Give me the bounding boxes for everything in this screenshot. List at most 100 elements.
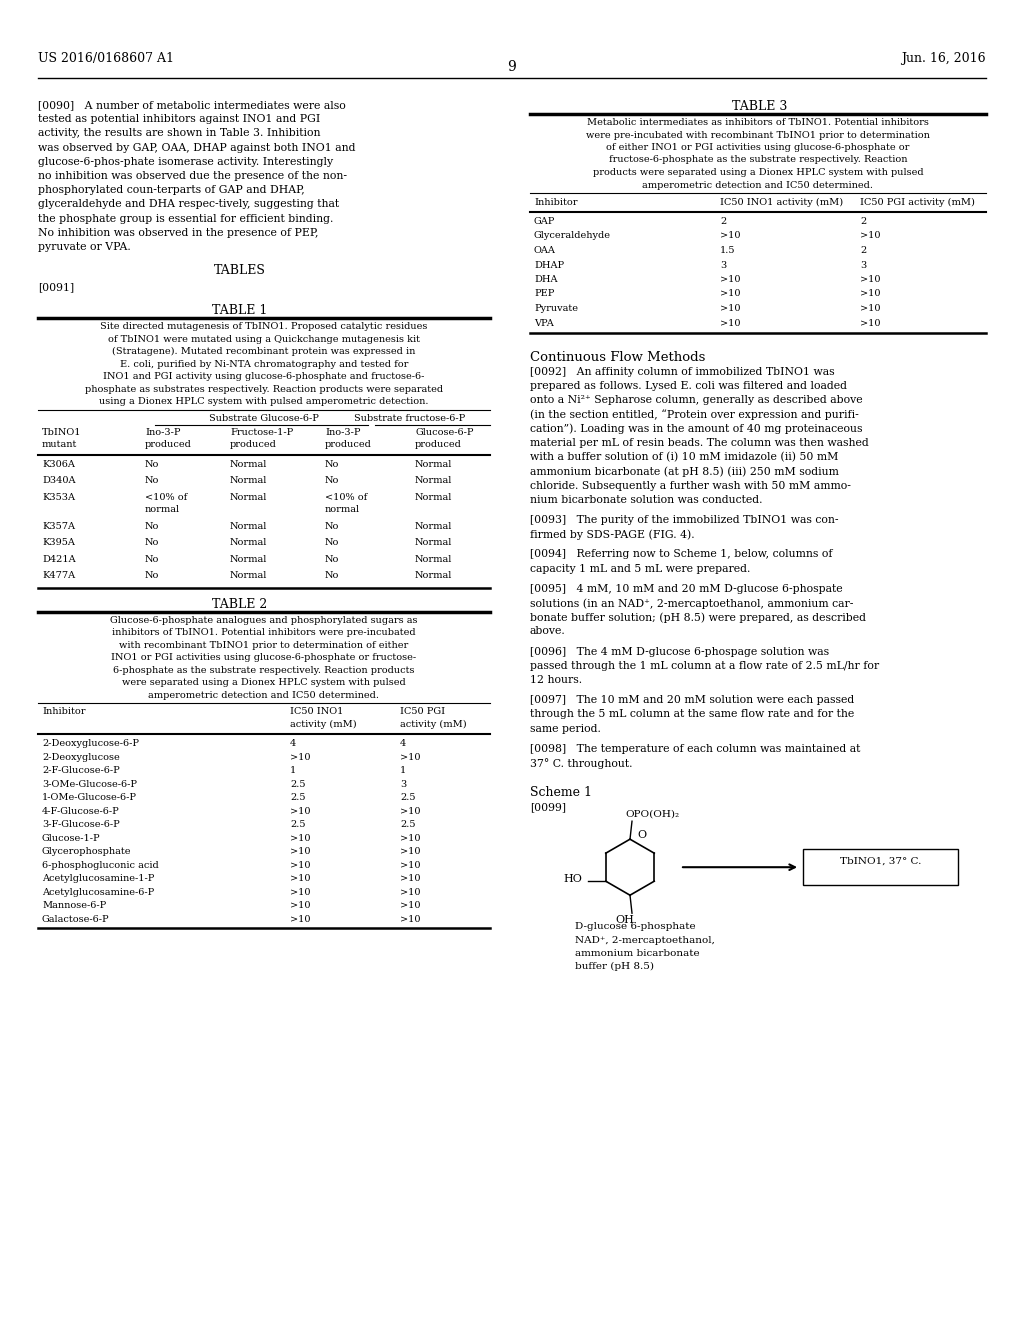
Text: Site directed mutagenesis of TbINO1. Proposed catalytic residues: Site directed mutagenesis of TbINO1. Pro…	[100, 322, 428, 331]
Text: Normal: Normal	[230, 477, 267, 486]
Text: >10: >10	[290, 874, 310, 883]
Text: >10: >10	[720, 289, 740, 298]
Text: material per mL of resin beads. The column was then washed: material per mL of resin beads. The colu…	[530, 438, 868, 447]
Text: No: No	[145, 572, 160, 581]
Text: cation”). Loading was in the amount of 40 mg proteinaceous: cation”). Loading was in the amount of 4…	[530, 424, 862, 434]
Text: [0097]   The 10 mM and 20 mM solution were each passed: [0097] The 10 mM and 20 mM solution were…	[530, 696, 854, 705]
Text: above.: above.	[530, 627, 565, 636]
Text: >10: >10	[400, 874, 421, 883]
Text: NAD⁺, 2-mercaptoethanol,: NAD⁺, 2-mercaptoethanol,	[575, 936, 715, 945]
Text: >10: >10	[400, 847, 421, 857]
Text: Glycerophosphate: Glycerophosphate	[42, 847, 131, 857]
Text: activity, the results are shown in Table 3. Inhibition: activity, the results are shown in Table…	[38, 128, 321, 139]
Text: TABLES: TABLES	[214, 264, 266, 277]
Text: >10: >10	[860, 231, 881, 240]
Text: No: No	[325, 477, 339, 486]
Text: INO1 or PGI activities using glucose-6-phosphate or fructose-: INO1 or PGI activities using glucose-6-p…	[112, 653, 417, 663]
Text: <10% of: <10% of	[325, 492, 368, 502]
Text: K395A: K395A	[42, 539, 75, 548]
Text: Mannose-6-P: Mannose-6-P	[42, 902, 106, 911]
Text: normal: normal	[145, 506, 180, 515]
Text: 2: 2	[860, 216, 866, 226]
Text: bonate buffer solution; (pH 8.5) were prepared, as described: bonate buffer solution; (pH 8.5) were pr…	[530, 612, 866, 623]
Text: produced: produced	[415, 440, 462, 449]
Text: >10: >10	[860, 304, 881, 313]
Text: Normal: Normal	[230, 539, 267, 548]
Text: 3: 3	[860, 260, 866, 269]
Text: Scheme 1: Scheme 1	[530, 787, 592, 799]
Text: PEP: PEP	[534, 289, 554, 298]
Text: with recombinant TbINO1 prior to determination of either: with recombinant TbINO1 prior to determi…	[120, 640, 409, 649]
Text: [0099]: [0099]	[530, 803, 566, 812]
Text: >10: >10	[720, 275, 740, 284]
Text: Galactose-6-P: Galactose-6-P	[42, 915, 110, 924]
Text: >10: >10	[400, 902, 421, 911]
Text: IC50 INO1 activity (mM): IC50 INO1 activity (mM)	[720, 198, 843, 207]
Text: were pre-incubated with recombinant TbINO1 prior to determination: were pre-incubated with recombinant TbIN…	[586, 131, 930, 140]
Text: OH: OH	[615, 915, 635, 925]
Text: [0096]   The 4 mM D-glucose 6-phospage solution was: [0096] The 4 mM D-glucose 6-phospage sol…	[530, 647, 829, 656]
Text: Inhibitor: Inhibitor	[42, 708, 85, 717]
Text: Normal: Normal	[230, 521, 267, 531]
Text: No: No	[325, 554, 339, 564]
Text: [0092]   An affinity column of immobilized TbINO1 was: [0092] An affinity column of immobilized…	[530, 367, 835, 378]
Text: Normal: Normal	[230, 572, 267, 581]
Text: Normal: Normal	[230, 554, 267, 564]
Text: 3: 3	[400, 780, 407, 788]
Text: (Stratagene). Mutated recombinant protein was expressed in: (Stratagene). Mutated recombinant protei…	[113, 347, 416, 356]
Text: amperometric detection and IC50 determined.: amperometric detection and IC50 determin…	[642, 181, 873, 190]
Text: Inhibitor: Inhibitor	[534, 198, 578, 207]
Text: [0095]   4 mM, 10 mM and 20 mM D-glucose 6-phospate: [0095] 4 mM, 10 mM and 20 mM D-glucose 6…	[530, 583, 843, 594]
Text: 12 hours.: 12 hours.	[530, 675, 582, 685]
Text: <10% of: <10% of	[145, 492, 187, 502]
Text: [0094]   Referring now to Scheme 1, below, columns of: [0094] Referring now to Scheme 1, below,…	[530, 549, 833, 560]
Text: fructose-6-phosphate as the substrate respectively. Reaction: fructose-6-phosphate as the substrate re…	[608, 156, 907, 165]
Text: 2-Deoxyglucose: 2-Deoxyglucose	[42, 752, 120, 762]
Text: INO1 and PGI activity using glucose-6-phosphate and fructose-6-: INO1 and PGI activity using glucose-6-ph…	[103, 372, 425, 381]
Text: Fructose-1-P: Fructose-1-P	[230, 428, 293, 437]
Text: >10: >10	[400, 887, 421, 896]
Text: O: O	[638, 830, 647, 841]
Text: DHA: DHA	[534, 275, 557, 284]
Text: >10: >10	[400, 915, 421, 924]
Text: 6-phosphogluconic acid: 6-phosphogluconic acid	[42, 861, 159, 870]
Text: K353A: K353A	[42, 492, 75, 502]
Text: No inhibition was observed in the presence of PEP,: No inhibition was observed in the presen…	[38, 228, 318, 238]
Text: K306A: K306A	[42, 459, 75, 469]
Text: US 2016/0168607 A1: US 2016/0168607 A1	[38, 51, 174, 65]
Text: was observed by GAP, OAA, DHAP against both INO1 and: was observed by GAP, OAA, DHAP against b…	[38, 143, 355, 153]
Text: No: No	[325, 459, 339, 469]
Text: >10: >10	[400, 834, 421, 842]
Text: 4: 4	[290, 739, 296, 748]
Text: 2.5: 2.5	[290, 820, 305, 829]
Text: phosphate as substrates respectively. Reaction products were separated: phosphate as substrates respectively. Re…	[85, 384, 443, 393]
Text: 3-OMe-Glucose-6-P: 3-OMe-Glucose-6-P	[42, 780, 137, 788]
Text: were separated using a Dionex HPLC system with pulsed: were separated using a Dionex HPLC syste…	[122, 678, 406, 688]
Text: tested as potential inhibitors against INO1 and PGI: tested as potential inhibitors against I…	[38, 115, 321, 124]
Text: 37° C. throughout.: 37° C. throughout.	[530, 758, 633, 768]
Text: No: No	[145, 477, 160, 486]
Text: of either INO1 or PGI activities using glucose-6-phosphate or: of either INO1 or PGI activities using g…	[606, 143, 909, 152]
Text: >10: >10	[400, 861, 421, 870]
Text: products were separated using a Dionex HPLC system with pulsed: products were separated using a Dionex H…	[593, 168, 924, 177]
Text: OAA: OAA	[534, 246, 556, 255]
Text: >10: >10	[400, 752, 421, 762]
Text: Acetylglucosamine-1-P: Acetylglucosamine-1-P	[42, 874, 155, 883]
Text: TABLE 1: TABLE 1	[212, 304, 267, 317]
Text: 6-phosphate as the substrate respectively. Reaction products: 6-phosphate as the substrate respectivel…	[114, 665, 415, 675]
Text: Glucose-6-phosphate analogues and phosphorylated sugars as: Glucose-6-phosphate analogues and phosph…	[111, 615, 418, 624]
Text: mutant: mutant	[42, 440, 78, 449]
Text: (in the section entitled, “Protein over expression and purifi-: (in the section entitled, “Protein over …	[530, 409, 859, 420]
Text: IC50 PGI activity (mM): IC50 PGI activity (mM)	[860, 198, 975, 207]
Text: >10: >10	[290, 887, 310, 896]
Text: 1: 1	[400, 766, 407, 775]
Text: produced: produced	[145, 440, 191, 449]
Text: buffer (pH 8.5): buffer (pH 8.5)	[575, 962, 654, 972]
Text: Ino-3-P: Ino-3-P	[325, 428, 360, 437]
Text: Substrate Glucose-6-P: Substrate Glucose-6-P	[209, 413, 318, 422]
Text: ammonium bicarbonate: ammonium bicarbonate	[575, 949, 699, 958]
Text: 1.5: 1.5	[720, 246, 735, 255]
Text: >10: >10	[860, 289, 881, 298]
Text: Normal: Normal	[415, 492, 453, 502]
Text: Metabolic intermediates as inhibitors of TbINO1. Potential inhibitors: Metabolic intermediates as inhibitors of…	[587, 117, 929, 127]
